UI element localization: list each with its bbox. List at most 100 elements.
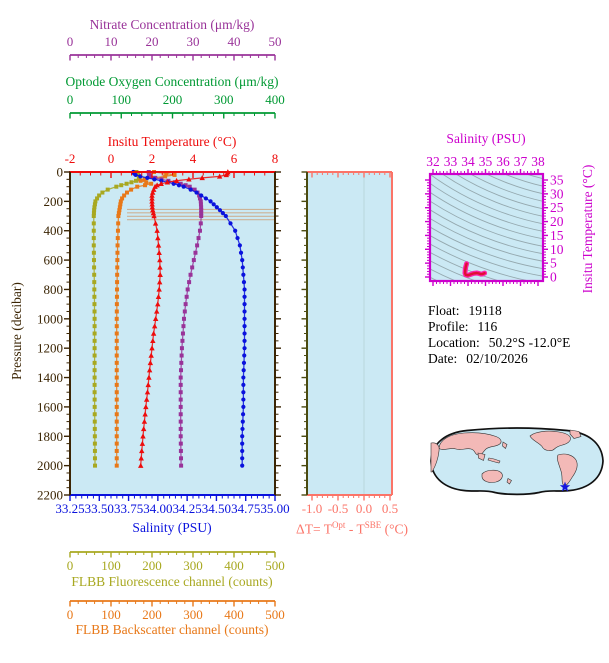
map-landmass [438,432,502,456]
tick-label: 1600 [37,399,63,414]
map-landmass [487,457,501,464]
tick-label: 35 [479,154,493,169]
tick-label: 8 [272,151,279,166]
map-landmass [502,441,508,450]
location-info-line: Location: 50.2°S -12.0°E [428,335,571,350]
tick-label: 0 [67,92,74,107]
tick-label: -2 [65,151,76,166]
main-plot-axes: -2 0 2 4 6 833.25 33.50 33.75 34.00 34.25 34.50 34.… [37,151,290,516]
tick-label: 1000 [37,311,63,326]
map-landmass [477,452,486,461]
backscatter-scale-bar: 0 100 200 300 400 500 [67,600,285,622]
tick-label: 100 [101,607,121,622]
tick-label: 0 [550,270,557,285]
tick-label: 33.75 [114,501,143,516]
map-landmass [481,469,503,483]
tick-label: 6 [231,151,238,166]
tick-label: 500 [265,607,285,622]
fluorescence-axis-title: FLBB Fluorescence channel (counts) [71,574,273,589]
float-info-line: Float: 19118 [428,303,502,318]
tick-label: 15 [550,228,564,243]
tick-label: 1800 [37,429,63,444]
tick-label: 35.00 [260,501,289,516]
tick-label: 300 [183,607,203,622]
backscatter-profile-curve [114,170,177,468]
salinity-axis-title: Salinity (PSU) [132,520,212,535]
ts-temperature-axis-title: Insitu Temperature (°C) [580,164,595,294]
tick-label: 34.75 [231,501,260,516]
tick-label: 600 [44,253,64,268]
tick-label: 0 [57,165,64,180]
map-landmass [529,430,571,451]
tick-label: 33 [444,154,458,169]
ts-salinity-axis-title: Salinity (PSU) [446,131,526,146]
tick-label: 2000 [37,458,63,473]
oxygen-scale-bar: 0 100 200 300 400 [67,92,285,119]
date-info-line: Date: 02/10/2026 [428,351,528,366]
nitrate-scale-bar: 0 10 20 30 40 50 [67,34,282,61]
tick-label: 20 [146,34,159,49]
tick-label: 30 [550,186,564,201]
fluorescence-scale-bar: 0 100 200 300 400 500 [67,551,285,573]
tick-label: 400 [44,223,64,238]
nitrate-axis-title: Nitrate Concentration (μm/kg) [89,17,255,32]
tick-label: 20 [550,214,564,229]
tick-label: 200 [142,607,162,622]
tick-label: 200 [142,558,162,573]
tick-label: -0.5 [328,501,349,516]
profile-location-star-icon [559,481,571,492]
tick-label: 25 [550,200,564,215]
tick-label: 34.25 [173,501,202,516]
map-landmass [506,478,512,485]
delta-t-axis-title: ΔT= TOpt - TSBE (°C) [296,520,408,537]
tick-label: 30 [187,34,200,49]
tick-label: 0 [67,607,74,622]
map-landmass [569,429,582,439]
tick-label: 100 [112,92,132,107]
tick-label: 200 [163,92,183,107]
tick-label: 40 [228,34,241,49]
tick-label: 0 [108,151,115,166]
tick-label: 0.0 [356,501,372,516]
tick-label: 2200 [37,488,63,503]
tick-label: 10 [550,242,564,257]
tick-label: 4 [190,151,197,166]
tick-label: 0 [67,558,74,573]
tick-label: 36 [496,154,510,169]
plot-backgrounds [70,172,543,495]
tick-label: 10 [105,34,118,49]
tick-label: 33.25 [55,501,84,516]
tick-label: 300 [214,92,234,107]
tick-label: 0.5 [382,501,398,516]
oxygen-axis-title: Optode Oxygen Concentration (μm/kg) [65,74,279,89]
float-info-block: Float: 19118 Profile: 116 Location: 50.2°S … [428,303,570,367]
tick-label: 1400 [37,370,63,385]
fluorescence-profile-curve [91,170,142,468]
tick-label: 33.50 [85,501,114,516]
tick-label: 5 [550,256,557,271]
tick-label: 34.50 [202,501,231,516]
tick-label: -1.0 [302,501,323,516]
tick-label: 34.00 [143,501,172,516]
salinity-profile-curve [131,169,247,468]
tick-label: 34 [461,154,475,169]
tick-label: 300 [183,558,203,573]
map-landmass [430,442,440,473]
ts-profile-curve [462,261,488,278]
tick-label: 0 [67,34,74,49]
tick-label: 37 [514,154,528,169]
pressure-axis-title: Pressure (decibar) [9,282,24,380]
tick-label: 1200 [37,341,63,356]
temperature-axis-title: Insitu Temperature (°C) [107,134,237,149]
tick-label: 32 [426,154,440,169]
tick-label: 100 [101,558,121,573]
tick-label: 400 [265,92,285,107]
map-landmass [557,453,578,486]
world-map [430,427,604,496]
tick-label: 400 [224,607,244,622]
profile-info-line: Profile: 116 [428,319,498,334]
tick-label: 200 [44,194,64,209]
